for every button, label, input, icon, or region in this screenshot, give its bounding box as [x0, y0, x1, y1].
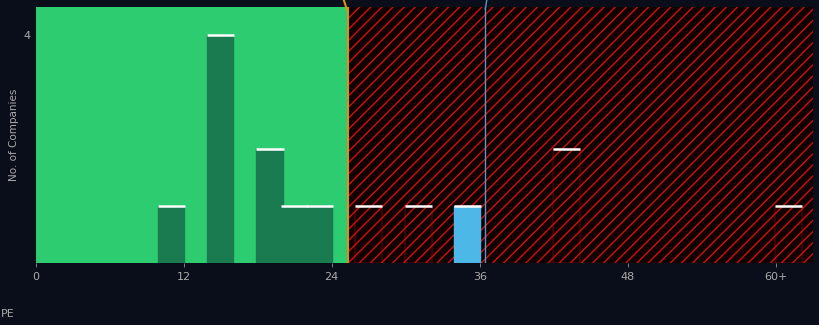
Bar	[774, 206, 801, 263]
Text: Industry Avg 25.3x: Industry Avg 25.3x	[208, 0, 346, 9]
Bar	[256, 149, 283, 263]
Bar	[355, 206, 382, 263]
Bar	[404, 206, 431, 263]
Text: PE: PE	[1, 309, 14, 319]
Bar	[305, 206, 333, 263]
Y-axis label: No. of Companies: No. of Companies	[9, 89, 20, 181]
Bar	[347, 7, 812, 263]
Bar	[35, 7, 347, 263]
Bar	[552, 149, 579, 263]
Bar	[454, 206, 481, 263]
Bar	[207, 35, 234, 263]
Text: IP 36.4x: IP 36.4x	[485, 0, 545, 9]
Bar	[157, 206, 184, 263]
Bar	[281, 206, 308, 263]
